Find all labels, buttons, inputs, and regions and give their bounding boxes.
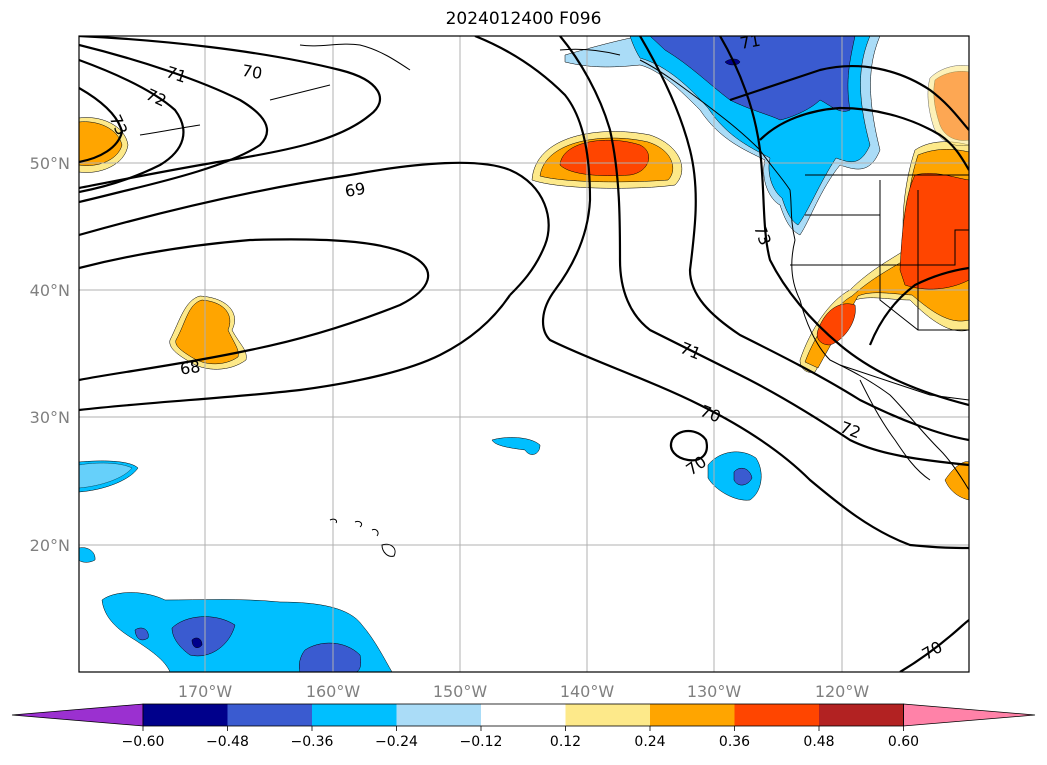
colorbar-segment	[312, 704, 397, 726]
colorbar-tick-label: 0.60	[888, 734, 919, 750]
colorbar-tick-label: 0.48	[803, 734, 834, 750]
contour-70-loop	[669, 429, 708, 462]
coast-us-west	[791, 239, 969, 491]
border-states-2	[879, 180, 969, 331]
contour-73-north	[79, 87, 124, 164]
shade-blue-south-high3	[134, 627, 149, 641]
lat-label-20n: 20°N	[30, 536, 70, 555]
coast-baja	[859, 379, 931, 481]
shade-canada-blue-high	[649, 36, 856, 121]
colorbar-segment	[819, 704, 904, 726]
lat-label-30n: 30°N	[30, 408, 70, 427]
shade-blue-south-max	[191, 637, 203, 648]
longitude-labels: 170°W 160°W 150°W 140°W 130°W 120°W	[178, 682, 870, 701]
colorbar-segment	[481, 704, 566, 726]
shade-blue-mid-pac	[491, 437, 541, 455]
shade-se-corner	[944, 461, 969, 501]
colorbar-segment	[143, 704, 228, 726]
lon-label-120w: 120°W	[815, 682, 870, 701]
lon-label-140w: 140°W	[560, 682, 615, 701]
contour-label-71-top: 71	[738, 31, 761, 53]
contour-71-north	[79, 43, 269, 204]
lon-label-130w: 130°W	[687, 682, 742, 701]
lon-label-150w: 150°W	[433, 682, 488, 701]
border-us-mexico	[839, 364, 969, 401]
coast-alaska	[139, 43, 621, 136]
colorbar: −0.60 −0.48 −0.36 −0.24 −0.12 0.12 0.24 0.36 0.4…	[11, 703, 1036, 750]
shade-us-west-high2	[899, 173, 969, 290]
contour-70-south	[899, 619, 969, 672]
contour-70-north	[79, 36, 381, 190]
contour-70-mid	[474, 36, 969, 550]
contour-label-70-nw: 70	[240, 61, 263, 83]
contour-71-east	[729, 64, 969, 131]
contour-73-east2	[868, 266, 969, 346]
colorbar-tick-label: −0.12	[460, 734, 503, 750]
height-contours	[79, 36, 969, 672]
shade-blue-east-blob-high	[733, 467, 753, 486]
colorbar-extend-min	[11, 703, 144, 727]
contour-71-mid	[559, 36, 969, 467]
latitude-labels: 50°N 40°N 30°N 20°N	[30, 154, 70, 555]
lat-label-40n: 40°N	[30, 281, 70, 300]
map-frame	[78, 35, 970, 673]
colorbar-segment	[565, 704, 650, 726]
coast-hawaii	[329, 518, 396, 557]
contour-72-east	[759, 106, 969, 171]
graticule	[79, 36, 969, 672]
contour-73-east	[719, 36, 969, 407]
colorbar-tick-label: 0.24	[634, 734, 665, 750]
shade-blue-south-high2	[298, 642, 362, 672]
shade-left-edge-mid	[79, 121, 123, 166]
contour-68	[79, 238, 430, 382]
contour-72-north	[79, 58, 185, 194]
colorbar-segment	[650, 704, 735, 726]
colorbar-tick-label: −0.60	[122, 734, 165, 750]
contour-label-68: 68	[179, 357, 202, 379]
coastlines	[139, 43, 969, 557]
shade-blue-small	[79, 547, 96, 563]
colorbar-tick-label: −0.36	[291, 734, 334, 750]
contour-69	[79, 161, 550, 296]
contour-68-lower	[79, 294, 511, 412]
colorbar-tick-label: 0.36	[719, 734, 750, 750]
colorbar-tick-label: −0.48	[206, 734, 249, 750]
shade-blue-left-low	[79, 462, 133, 489]
colorbar-tick-label: −0.24	[375, 734, 418, 750]
colorbar-segment	[734, 704, 819, 726]
colorbar-outline	[142, 703, 904, 727]
lon-label-160w: 160°W	[306, 682, 361, 701]
shade-canada-blue-max	[724, 58, 741, 66]
colorbar-segment	[227, 704, 312, 726]
shade-blue-south-high	[171, 616, 236, 657]
colorbar-extend-max	[903, 703, 1036, 727]
map-plot-area: 71 70 72 73 69 68 71 70 70 72 73 70 71	[79, 31, 969, 672]
colorbar-tick-label: 0.12	[550, 734, 581, 750]
contour-72-mid	[639, 36, 969, 442]
lat-label-50n: 50°N	[30, 154, 70, 173]
lon-label-170w: 170°W	[178, 682, 233, 701]
contour-label-69: 69	[343, 179, 366, 201]
colorbar-segment	[396, 704, 481, 726]
shade-blob-central-mid	[175, 299, 239, 365]
map-title: 2024012400 F096	[445, 9, 602, 29]
